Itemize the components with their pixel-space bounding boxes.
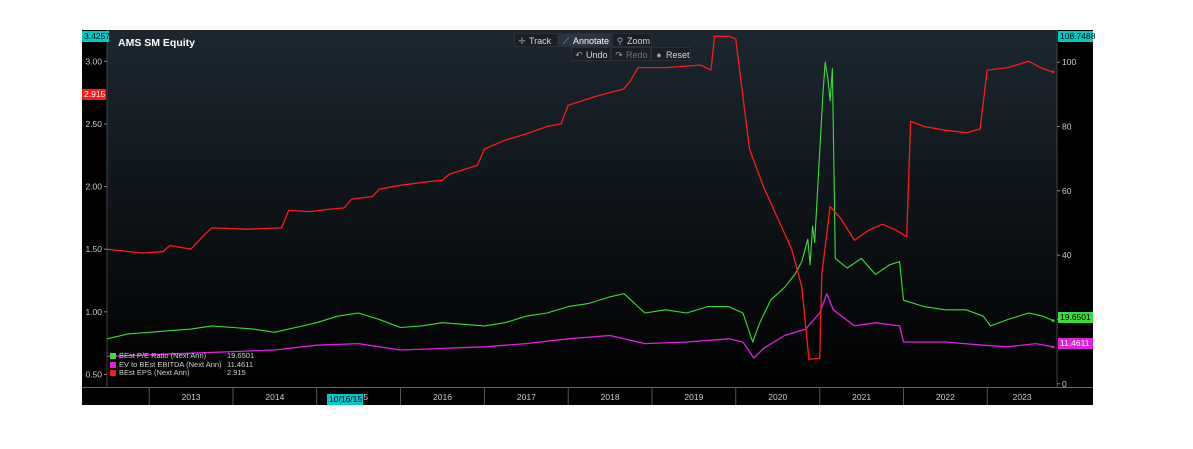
x-axis: 2013201420152016201720182019202020212022… [82,387,1093,405]
x-tick-label: 2023 [1013,392,1032,402]
series-end-point-ev-to-best-ebitda-next-ann [1051,345,1055,349]
legend: BEst P/E Ratio (Next Ann) 19.6501 EV to … [110,351,255,378]
annotate-button[interactable]: ⟋ Annotate [558,33,612,47]
legend-label: BEst EPS (Next Ann) [119,368,190,377]
x-tick-label: 2019 [684,392,703,402]
series-end-point-best-eps-next-ann [1051,70,1055,74]
left-y-axis: 0.50 1.00 1.50 2.00 2.50 3.00 [85,30,108,387]
right-tick-label: 60 [1062,186,1072,196]
x-tick-label: 2013 [182,392,201,402]
left-tick-label: 2.00 [85,182,102,192]
magnifier-icon: ⚲ [616,36,624,46]
reset-icon: ● [656,50,662,60]
left-tick-label: 2.50 [85,119,102,129]
series-layer [106,35,1055,361]
series-line-best-eps-next-ann [106,35,1054,361]
reset-label: Reset [666,50,690,60]
chart-canvas: 2013201420152016201720182019202020212022… [82,30,1093,405]
right-tick-label: 0 [1062,379,1067,389]
x-tick-label: 2017 [517,392,536,402]
legend-swatch-pe [110,353,116,360]
left-tick-label: 3.00 [85,56,102,66]
left-tick-label: 0.50 [85,369,102,379]
left-tick-label: 1.50 [85,244,102,254]
series-line-ev-to-best-ebitda-next-ann [106,293,1054,359]
right-tick-label: 100 [1062,57,1076,67]
zoom-label: Zoom [627,36,651,46]
undo-icon: ↶ [575,50,583,60]
undo-button[interactable]: ↶ Undo [571,47,611,61]
plot-background [107,30,1057,387]
reset-button[interactable]: ● Reset [651,47,691,61]
legend-item-eps: BEst EPS (Next Ann) 2.915 [110,368,254,378]
series-line-best-p-e-ratio-next-ann [106,61,1054,343]
track-label: Track [529,36,552,46]
chart-frame: 2013201420152016201720182019202020212022… [82,30,1096,405]
legend-value: 19.6501 [227,351,255,360]
legend-item-pe: BEst P/E Ratio (Next Ann) 19.6501 [110,351,255,361]
crosshair-icon: ✛ [518,36,526,46]
annotate-label: Annotate [573,36,610,46]
left-top-value-badge: 3.4257 [82,31,110,42]
right-tick-label: 80 [1062,121,1072,131]
undo-label: Undo [586,50,608,60]
zoom-button[interactable]: ⚲ Zoom [612,33,652,47]
redo-label: Redo [626,50,648,60]
pe-last-value-badge: 19.6501 [1058,312,1093,323]
date-crosshair-label: 10/16/15 [327,394,363,405]
track-button[interactable]: ✛ Track [514,33,558,47]
left-tick-label: 1.00 [85,307,102,317]
right-top-value-badge: 108.7488 [1058,31,1096,42]
x-tick-label: 2020 [768,392,787,402]
pencil-icon: ⟋ [562,36,570,46]
legend-swatch-ev [110,361,116,368]
x-tick-label: 2021 [852,392,871,402]
redo-button[interactable]: ↷ Redo [611,47,651,61]
legend-value: 11.4611 [227,359,253,369]
legend-item-ev: EV to BEst EBITDA (Next Ann) 11.4611 [110,359,254,370]
legend-label: EV to BEst EBITDA (Next Ann) [119,359,222,369]
eps-last-value-badge: 2.915 [82,89,106,100]
legend-value: 2.915 [227,368,246,377]
right-tick-label: 40 [1062,250,1072,260]
x-tick-label: 2022 [936,392,955,402]
x-tick-label: 2018 [601,392,620,402]
redo-icon: ↷ [615,50,623,60]
legend-swatch-eps [110,370,116,377]
chart-title: AMS SM Equity [118,37,195,49]
right-y-axis: 020406080100 [1056,30,1076,389]
ev-last-value-badge: 11.4611 [1058,338,1093,349]
x-tick-label: 2016 [433,392,452,402]
legend-label: BEst P/E Ratio (Next Ann) [119,351,207,360]
series-end-point-best-p-e-ratio-next-ann [1051,319,1055,322]
x-tick-label: 2014 [265,392,284,402]
